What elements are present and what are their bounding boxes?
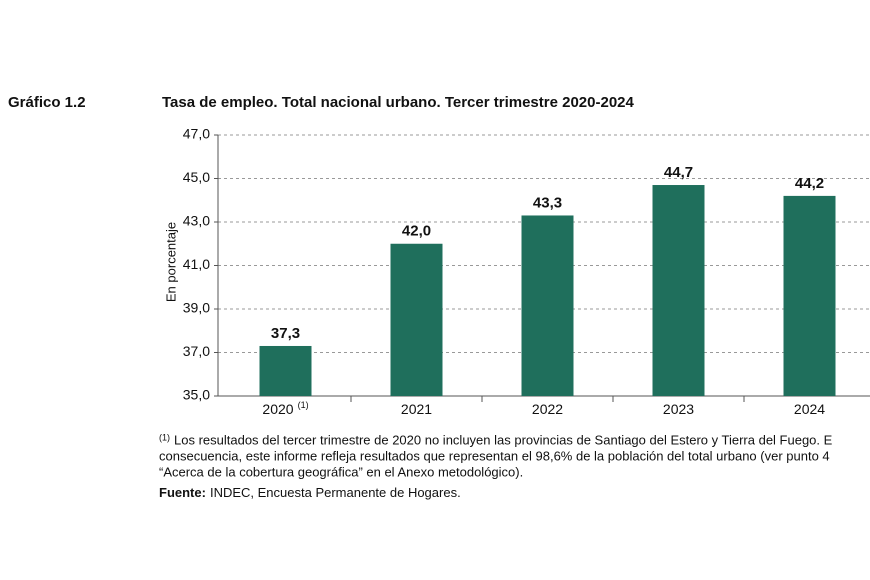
value-label: 44,2 xyxy=(795,175,824,192)
y-tick-label: 47,0 xyxy=(183,126,210,142)
x-tick-label: 2021 xyxy=(401,401,432,417)
x-tick-label: 2022 xyxy=(532,401,563,417)
value-label: 42,0 xyxy=(402,223,431,240)
y-tick-label: 41,0 xyxy=(183,256,210,272)
note-line: consecuencia, este informe refleja resul… xyxy=(159,448,830,463)
y-tick-label: 45,0 xyxy=(183,169,210,185)
bar xyxy=(652,185,705,396)
y-tick-label: 37,0 xyxy=(183,343,210,359)
y-tick-label: 35,0 xyxy=(183,387,210,403)
category: 2021 xyxy=(401,401,432,417)
category: 2024 xyxy=(794,401,825,417)
y-tick-label: 43,0 xyxy=(183,213,210,229)
chart-title: Tasa de empleo. Total nacional urbano. T… xyxy=(162,94,635,111)
source-text: INDEC, Encuesta Permanente de Hogares. xyxy=(210,485,461,500)
note-line: Los resultados del tercer trimestre de 2… xyxy=(174,432,833,447)
note-mark: (1) xyxy=(159,432,170,442)
y-tick-label: 39,0 xyxy=(183,300,210,316)
source: Fuente: INDEC, Encuesta Permanente de Hog… xyxy=(159,485,461,500)
figure-label: Gráfico 1.2 xyxy=(8,94,86,111)
category: 2022 xyxy=(532,401,563,417)
x-tick-label: 2020 (1) xyxy=(262,400,308,416)
category-note: (1) xyxy=(298,400,309,410)
category: 2023 xyxy=(663,401,694,417)
note-line: “Acerca de la cobertura geográfica” en e… xyxy=(159,464,523,479)
y-axis-label: En porcentaje xyxy=(163,222,178,302)
x-tick-label: 2023 xyxy=(663,401,694,417)
value-label: 37,3 xyxy=(271,325,300,342)
bar xyxy=(783,195,836,396)
bar xyxy=(521,215,574,396)
value-label: 43,3 xyxy=(533,194,562,211)
source-label: Fuente: xyxy=(159,485,206,500)
bar xyxy=(390,243,443,396)
bar xyxy=(259,345,312,396)
value-label: 44,7 xyxy=(664,164,693,181)
x-tick-label: 2024 xyxy=(794,401,825,417)
category: 2020 xyxy=(262,401,293,417)
